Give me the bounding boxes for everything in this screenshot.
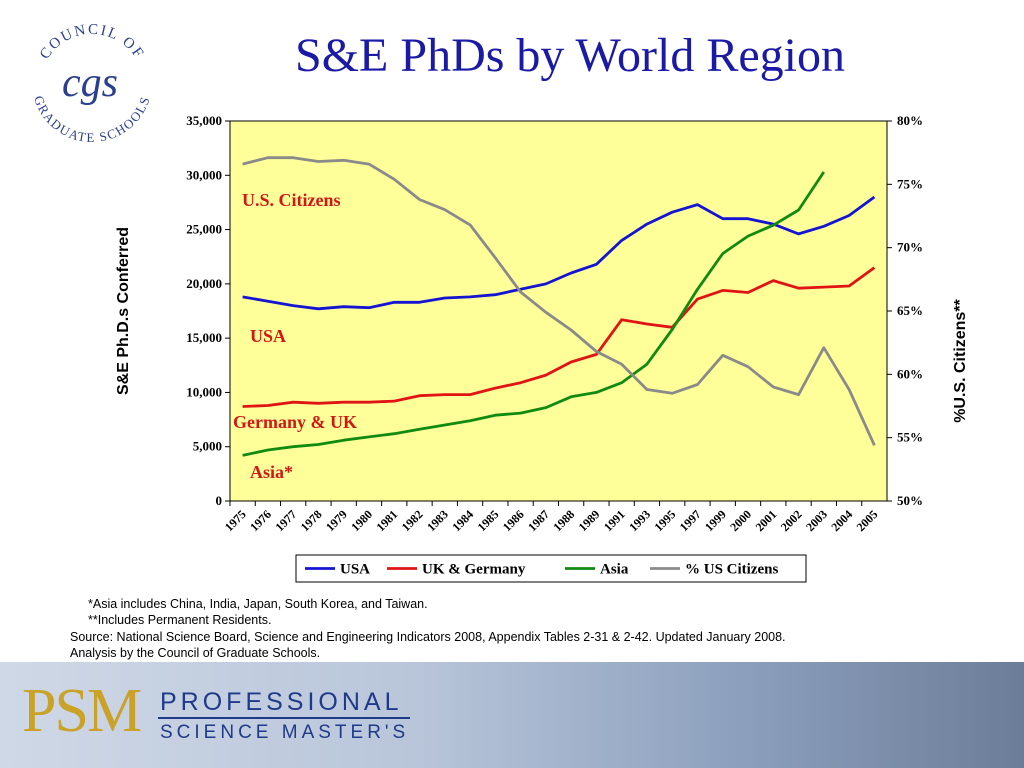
y2-tick-label: 65% bbox=[897, 303, 923, 318]
plot-area bbox=[229, 120, 888, 502]
legend-box bbox=[295, 554, 807, 583]
cgs-logo: COUNCIL OF GRADUATE SCHOOLS cgs bbox=[31, 22, 151, 145]
chart-annotation: U.S. Citizens bbox=[242, 190, 341, 210]
x-tick-label: 1977 bbox=[272, 507, 299, 534]
psm-line-professional: PROFESSIONAL bbox=[160, 688, 403, 716]
legend-label: USA bbox=[340, 562, 370, 578]
y-tick-label: 5,000 bbox=[193, 439, 222, 454]
y-axis-title: S&E Ph.D.s Conferred bbox=[115, 227, 132, 395]
legend-label: Asia bbox=[600, 562, 629, 578]
y-tick-label: 0 bbox=[216, 493, 223, 508]
y2-tick-label: 60% bbox=[897, 366, 923, 381]
x-tick-label: 1986 bbox=[500, 507, 527, 534]
chart-annotation: USA bbox=[250, 326, 286, 346]
x-tick-label: 1981 bbox=[374, 507, 401, 534]
x-tick-label: 2001 bbox=[753, 507, 780, 534]
series-line-uk-germany bbox=[242, 266, 876, 408]
x-tick-label: 1991 bbox=[601, 507, 628, 534]
x-tick-label: 1984 bbox=[449, 507, 476, 534]
series-line-usa bbox=[242, 195, 876, 311]
source-line-2: Analysis by the Council of Graduate Scho… bbox=[70, 646, 321, 660]
x-tick-label: 2000 bbox=[727, 507, 754, 534]
x-tick-label: 1993 bbox=[626, 507, 653, 534]
chart-legend: USA UK & Germany Asia % US Citizens bbox=[295, 554, 807, 583]
legend-label: UK & Germany bbox=[422, 562, 526, 578]
series-line--us-citizens bbox=[242, 156, 876, 446]
y-tick-label: 15,000 bbox=[186, 330, 222, 345]
y2-tick-label: 70% bbox=[897, 240, 923, 255]
x-tick-label: 2002 bbox=[778, 507, 805, 534]
x-tick-label: 2005 bbox=[854, 507, 881, 534]
y2-tick-label: 75% bbox=[897, 176, 923, 191]
x-tick-label: 1982 bbox=[399, 507, 426, 534]
source-line-1: Source: National Science Board, Science … bbox=[70, 630, 786, 644]
y2-tick-label: 50% bbox=[897, 493, 923, 508]
x-tick-label: 1995 bbox=[651, 507, 678, 534]
legend-label: % US Citizens bbox=[685, 562, 778, 578]
x-tick-label: 1975 bbox=[222, 507, 249, 534]
y-tick-label: 10,000 bbox=[186, 384, 222, 399]
y2-tick-label: 55% bbox=[897, 430, 923, 445]
psm-logo-mark: PSM bbox=[22, 677, 142, 745]
slide-title: S&E PhDs by World Region bbox=[295, 29, 845, 82]
x-tick-label: 1978 bbox=[298, 507, 325, 534]
note-residents: **Includes Permanent Residents. bbox=[88, 613, 272, 627]
x-tick-label: 2003 bbox=[803, 507, 830, 534]
chart-annotation: Germany & UK bbox=[233, 412, 357, 432]
y-tick-label: 20,000 bbox=[186, 276, 222, 291]
x-tick-label: 2004 bbox=[828, 507, 855, 534]
y2-axis-title: %U.S. Citizens** bbox=[952, 298, 969, 422]
psm-divider bbox=[158, 717, 410, 719]
x-tick-label: 1987 bbox=[525, 507, 552, 534]
chart: 0 5,000 10,000 15,000 20,000 25,000 30,000 35,0… bbox=[115, 113, 969, 583]
x-tick-label: 1989 bbox=[576, 507, 603, 534]
y-tick-label: 30,000 bbox=[186, 167, 222, 182]
y2-tick-label: 80% bbox=[897, 113, 923, 128]
y-tick-label: 35,000 bbox=[186, 113, 222, 128]
y-tick-label: 25,000 bbox=[186, 222, 222, 237]
logo-monogram: cgs bbox=[62, 60, 118, 106]
x-tick-label: 1999 bbox=[702, 507, 729, 534]
note-asia: *Asia includes China, India, Japan, Sout… bbox=[88, 597, 428, 611]
chart-annotation: Asia* bbox=[250, 462, 293, 482]
footer-banner bbox=[0, 662, 1024, 768]
x-tick-label: 1980 bbox=[348, 507, 375, 534]
x-tick-label: 1979 bbox=[323, 507, 350, 534]
x-tick-label: 1988 bbox=[550, 507, 577, 534]
series-line-asia bbox=[242, 171, 825, 457]
x-tick-label: 1976 bbox=[247, 507, 274, 534]
x-tick-label: 1985 bbox=[475, 507, 502, 534]
x-tick-label: 1997 bbox=[677, 507, 704, 534]
psm-line-science-masters: SCIENCE MASTER'S bbox=[160, 722, 410, 743]
x-tick-label: 1983 bbox=[424, 507, 451, 534]
